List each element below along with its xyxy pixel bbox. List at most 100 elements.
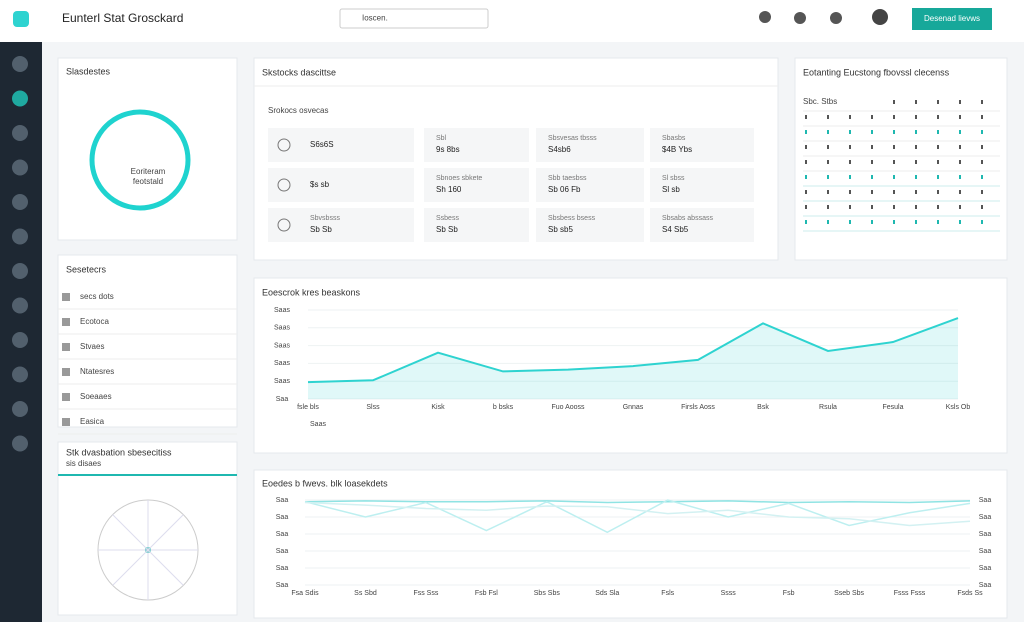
x-tick-label: Rsula: [819, 404, 837, 411]
table-dot: [937, 205, 939, 209]
table-dot: [805, 145, 807, 149]
chart-title: Eoescrok kres beaskons: [262, 287, 361, 297]
panel-subtitle: sis disaes: [66, 459, 101, 468]
x-tick-label: fsle bls: [297, 404, 319, 411]
table-dot: [805, 160, 807, 164]
table-dot: [893, 175, 895, 179]
stat-icon: [277, 138, 291, 152]
table-dot: [827, 190, 829, 194]
table-dot: [849, 160, 851, 164]
stat-label: Sbsvesas tbsss: [548, 135, 597, 142]
table-dot: [915, 145, 917, 149]
table-dot: [981, 145, 983, 149]
stat-value: Sb Sb: [310, 225, 332, 234]
panel: [57, 254, 238, 428]
nav-icon: [12, 159, 28, 176]
table-dot: [871, 220, 873, 224]
stat-value: Sb sb5: [548, 225, 573, 234]
x-tick-label: Sds Sla: [595, 590, 619, 597]
app-title: Eunterl Stat Grosckard: [62, 11, 183, 25]
table-dot: [981, 130, 983, 134]
icon[interactable]: [759, 11, 771, 23]
table-dot: [937, 190, 939, 194]
x-tick-label: Fsss Fsss: [894, 590, 926, 597]
table-dot: [893, 100, 895, 104]
table-dot: [893, 145, 895, 149]
table-dot: [849, 130, 851, 134]
y-tick-label: Saa: [979, 582, 992, 589]
stat-label: Sl sbss: [662, 175, 685, 182]
table-dot: [893, 190, 895, 194]
stat-label: Sbl: [436, 135, 447, 142]
stat-value: 9s 8bs: [436, 145, 460, 154]
table-dot: [915, 190, 917, 194]
table-dot: [981, 190, 983, 194]
stat-label: Sbb taesbss: [548, 175, 587, 182]
line: [304, 501, 971, 527]
table-dot: [915, 100, 917, 104]
nav-icon: [12, 401, 28, 417]
y-tick-label: Saa: [276, 396, 289, 403]
table-dot: [981, 205, 983, 209]
x-tick-label: Fuo Aooss: [551, 404, 585, 411]
y-tick-label: Saas: [274, 307, 290, 314]
radar-spoke: [112, 549, 149, 586]
table-dot: [893, 205, 895, 209]
stat-value: Sh 160: [436, 185, 462, 194]
nav-icon: [12, 332, 28, 348]
table-dot: [937, 115, 939, 119]
y-tick-label: Saa: [979, 565, 992, 572]
stat-value: $s sb: [310, 180, 330, 189]
table-dot: [805, 130, 807, 134]
table-dot: [893, 160, 895, 164]
table-dot: [915, 220, 917, 224]
nav-icon: [12, 125, 28, 141]
nav-icon: [12, 263, 28, 279]
y-tick-label: Saa: [276, 548, 289, 555]
area-fill: [308, 318, 958, 399]
nav-icon: [12, 435, 28, 452]
nav-icon: [12, 228, 28, 245]
avatar[interactable]: [872, 9, 888, 25]
table-dot: [937, 220, 939, 224]
table-dot: [915, 115, 917, 119]
icon[interactable]: [794, 12, 806, 24]
list-icon: [62, 393, 70, 401]
table-dot: [849, 145, 851, 149]
x-tick-label: Fsb Fsl: [475, 590, 498, 597]
table-dot: [981, 160, 983, 164]
stat-label: Sbvsbsss: [310, 215, 340, 222]
y-tick-label: Saas: [274, 325, 290, 332]
nav-icon: [12, 90, 28, 107]
stat-label: Sbsabs abssass: [662, 215, 713, 222]
table-dot: [871, 145, 873, 149]
table-dot: [827, 160, 829, 164]
search-box[interactable]: [339, 8, 489, 29]
table-dot: [915, 160, 917, 164]
stat-cell: [650, 128, 754, 162]
stat-value: Sb 06 Fb: [548, 185, 581, 194]
table-dot: [849, 220, 851, 224]
button-label: Desenad lievws: [924, 14, 980, 23]
primary-button[interactable]: [912, 8, 992, 30]
line: [304, 499, 971, 534]
panel: [57, 57, 238, 241]
table-dot: [959, 145, 961, 149]
panel-title: Stk dvasbation sbesecitiss: [66, 447, 172, 457]
table-dot: [959, 190, 961, 194]
table-dot: [805, 190, 807, 194]
table-dot: [959, 175, 961, 179]
x-tick-label: Fss Sss: [413, 590, 438, 597]
table-dot: [937, 130, 939, 134]
panel-title: Skstocks dascittse: [262, 67, 336, 77]
table-dot: [915, 175, 917, 179]
table-dot: [981, 100, 983, 104]
stat-value: S4 Sb5: [662, 225, 689, 234]
stat-label: Sbasbs: [662, 135, 686, 142]
icon[interactable]: [830, 12, 842, 24]
search-placeholder: Ioscen.: [362, 14, 388, 23]
y-tick-label: Saa: [979, 531, 992, 538]
y-tick-label: Saas: [274, 378, 290, 385]
ring-text: feotstald: [133, 177, 163, 186]
